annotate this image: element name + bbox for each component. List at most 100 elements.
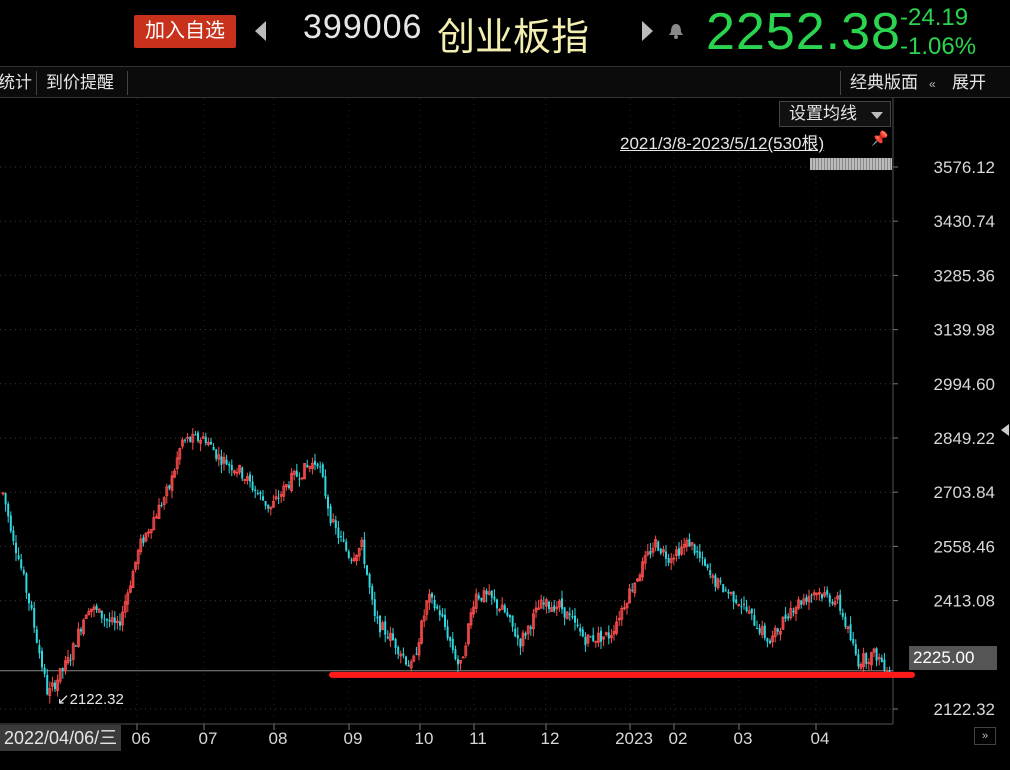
candle-body-up — [545, 599, 548, 607]
candle-body-down — [74, 645, 77, 647]
y-tick-label: 2849.22 — [934, 429, 995, 448]
y-tick-label: 2558.46 — [934, 537, 995, 556]
candle-body-down — [43, 667, 46, 674]
candle-body-down — [113, 617, 116, 623]
y-tick-label: 2994.60 — [934, 375, 995, 394]
candle-body-down — [20, 559, 23, 569]
candle-body-down — [4, 493, 7, 505]
candle-body-down — [254, 489, 257, 492]
candle-body-up — [870, 652, 873, 666]
collapse-arrow-icon[interactable] — [1001, 424, 1009, 436]
candle-body-up — [472, 606, 476, 615]
candle-body-up — [173, 470, 177, 478]
candle-body-down — [444, 614, 446, 627]
candle-body-down — [503, 605, 506, 613]
candle-body-down — [189, 436, 192, 442]
candle-body-down — [745, 606, 748, 611]
next-triangle-icon[interactable] — [642, 21, 653, 41]
candle-body-down — [631, 590, 634, 592]
candle-body-down — [784, 614, 787, 619]
candle-body-up — [427, 593, 431, 603]
prev-triangle-icon[interactable] — [255, 21, 266, 41]
candle-body-down — [228, 463, 231, 466]
candle-body-down — [709, 570, 712, 575]
candle-body-up — [526, 625, 530, 635]
candle-body-down — [288, 485, 290, 488]
candle-body-up — [274, 496, 278, 500]
candle-body-up — [794, 607, 798, 614]
candle-body-up — [97, 608, 101, 613]
candle-body-up — [555, 606, 559, 610]
candle-body-up — [238, 464, 242, 473]
candle-body-down — [69, 659, 72, 661]
candle-body-down — [384, 621, 387, 635]
tab-statistics[interactable]: 统计 — [0, 73, 32, 92]
tab-classic-layout[interactable]: 经典版面 — [850, 73, 918, 92]
candle-body-up — [781, 616, 785, 630]
candle-body-down — [649, 551, 652, 555]
candle-body-up — [245, 476, 249, 481]
candle-body-down — [371, 586, 374, 600]
low-marker-label: ↙2122.32 — [57, 691, 124, 708]
double-chevron-left-icon[interactable]: « — [929, 77, 936, 91]
candle-body-up — [128, 585, 132, 593]
candle-body-up — [610, 635, 613, 639]
candle-body-down — [316, 463, 319, 467]
candle-body-up — [186, 437, 190, 439]
candle-body-up — [201, 436, 205, 440]
y-tick-label: 2413.08 — [934, 592, 995, 611]
candle-body-down — [225, 459, 228, 465]
ma-settings-dropdown[interactable]: 设置均线 — [779, 101, 891, 127]
candle-body-up — [284, 484, 288, 488]
candle-body-down — [319, 466, 322, 468]
tab-price-alert[interactable]: 到价提醒 — [46, 73, 114, 92]
candle-body-up — [487, 591, 491, 595]
candle-body-down — [457, 659, 459, 665]
candle-body-down — [210, 441, 212, 445]
candle-body-up — [690, 542, 694, 546]
tab-expand[interactable]: 展开 — [952, 73, 986, 92]
candle-body-up — [310, 462, 314, 470]
candle-body-up — [633, 582, 637, 594]
candle-body-down — [493, 596, 496, 600]
candle-body-up — [222, 456, 226, 464]
candle-body-up — [235, 471, 239, 474]
candle-body-down — [119, 621, 121, 626]
add-to-watchlist-button[interactable]: 加入自选 — [134, 15, 236, 48]
range-scrollbar[interactable] — [810, 158, 892, 170]
candle-body-down — [743, 603, 745, 605]
candle-body-down — [386, 636, 389, 639]
candle-body-up — [149, 529, 153, 534]
candle-body-up — [636, 578, 639, 582]
candle-body-down — [865, 653, 868, 664]
candle-body-up — [672, 557, 676, 560]
candle-body-up — [646, 551, 650, 555]
candle-body-down — [561, 598, 563, 610]
bell-icon[interactable] — [668, 22, 684, 40]
candle-body-down — [571, 615, 574, 618]
candle-body-up — [729, 592, 733, 594]
candle-body-down — [194, 434, 197, 436]
candle-body-up — [771, 635, 774, 643]
chevron-down-icon — [871, 112, 883, 119]
candle-body-down — [33, 608, 36, 628]
candle-body-down — [298, 478, 301, 480]
fast-forward-icon[interactable]: » — [974, 727, 996, 745]
candle-body-up — [139, 538, 143, 552]
candle-body-down — [405, 656, 407, 665]
candle-body-down — [324, 475, 327, 497]
y-tick-label: 3139.98 — [934, 321, 995, 340]
date-range-label[interactable]: 2021/3/8-2023/5/12(530根) — [620, 134, 825, 153]
pin-icon[interactable]: 📌 — [871, 130, 889, 146]
candle-body-up — [550, 607, 553, 612]
x-tick-label: 2023 — [615, 729, 653, 748]
candle-body-down — [249, 474, 251, 482]
candle-body-up — [147, 531, 151, 534]
candle-body-down — [368, 574, 371, 588]
candle-body-down — [722, 584, 725, 593]
candle-body-down — [168, 485, 171, 489]
candle-body-up — [162, 497, 166, 505]
candle-body-up — [812, 592, 816, 596]
candle-body-down — [108, 619, 111, 622]
